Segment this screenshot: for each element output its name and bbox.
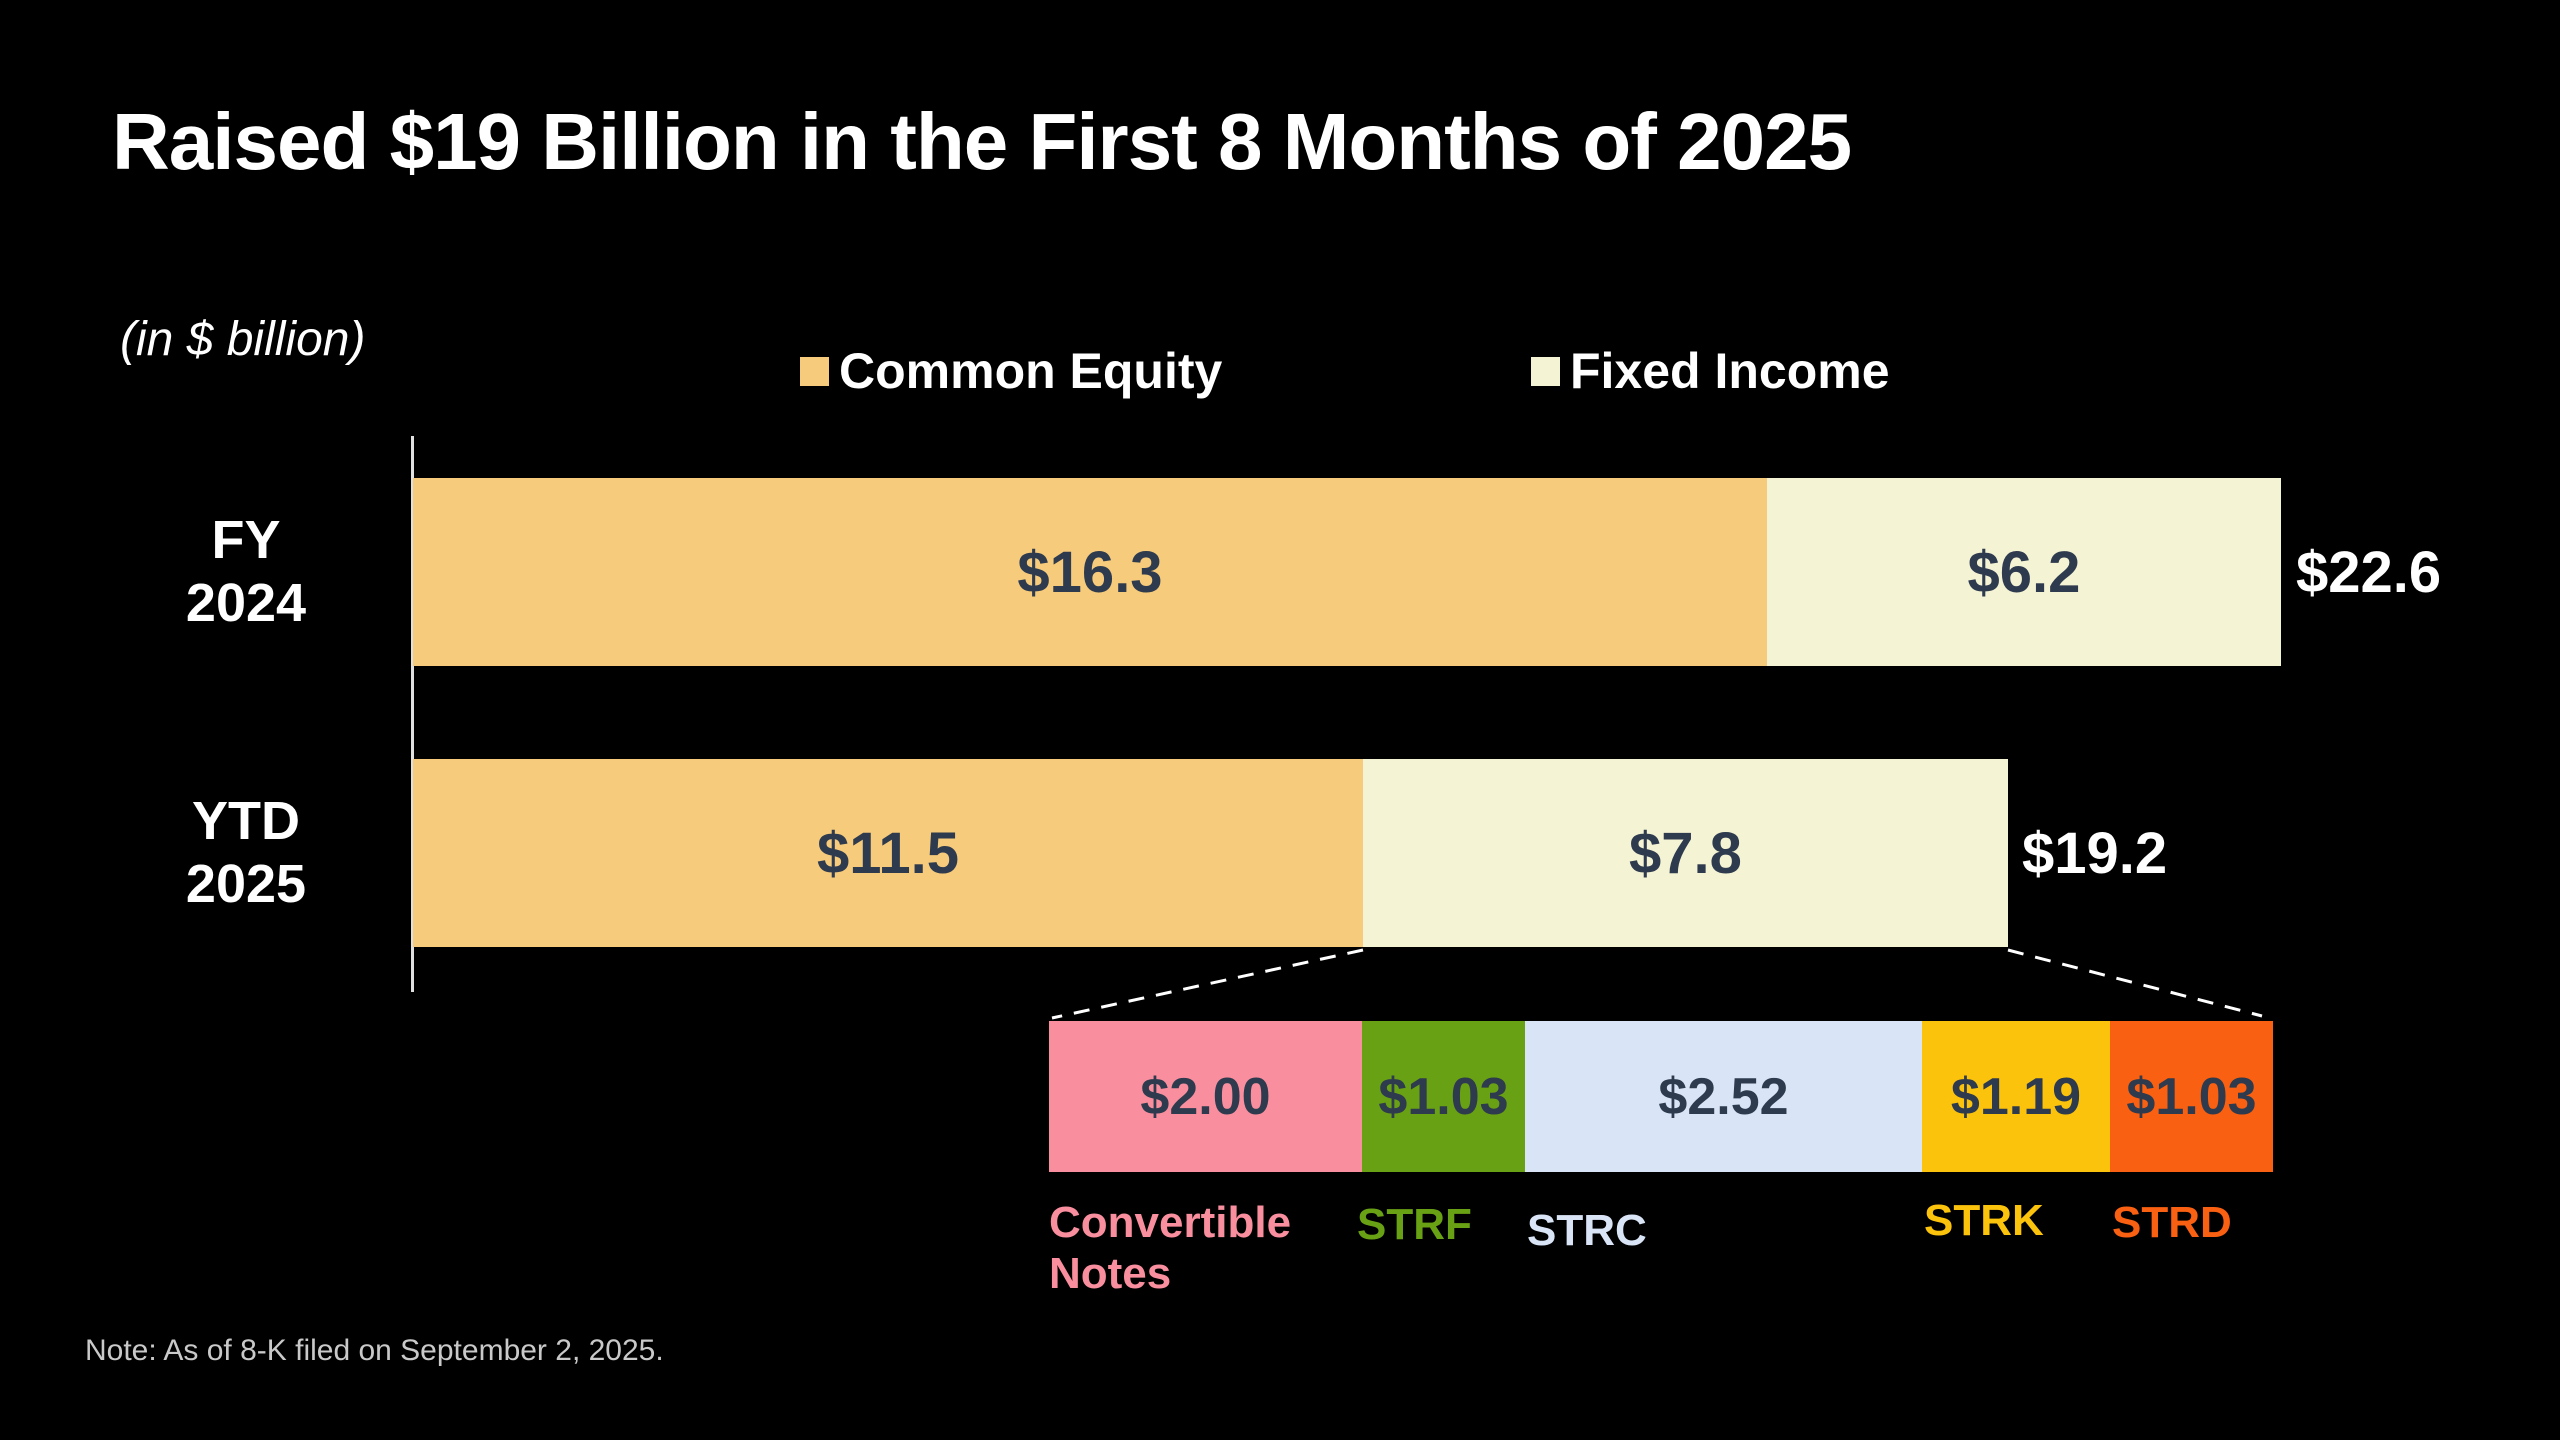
- segment-value: $2.00: [1140, 1067, 1271, 1126]
- legend-item-common-equity: Common Equity: [800, 342, 1222, 400]
- y-axis-line: [411, 436, 414, 992]
- breakdown-label-strk: STRK: [1924, 1196, 2044, 1245]
- connector-right-line: [2007, 948, 2263, 1018]
- bar-row-fy-2024: $16.3 $6.2: [413, 478, 2281, 666]
- breakdown-segment-convertible-notes: $2.00: [1049, 1021, 1362, 1172]
- breakdown-label-strd: STRD: [2112, 1198, 2232, 1247]
- segment-value: $2.52: [1658, 1067, 1789, 1126]
- common-equity-swatch-icon: [800, 356, 829, 386]
- breakdown-segment-strk: $1.19: [1922, 1021, 2110, 1172]
- breakdown-segment-strf: $1.03: [1362, 1021, 1525, 1172]
- segment-value: $7.8: [1629, 820, 1742, 886]
- bar-segment-fixed-income: $7.8: [1363, 759, 2008, 947]
- segment-value: $6.2: [1967, 539, 2081, 605]
- page-title: Raised $19 Billion in the First 8 Months…: [112, 97, 1852, 186]
- category-label-line: 2024: [185, 573, 307, 633]
- total-label-fy-2024: $22.6: [2296, 539, 2442, 605]
- breakdown-label-strc: STRC: [1527, 1206, 1647, 1255]
- footnote: Note: As of 8-K filed on September 2, 20…: [85, 1334, 664, 1367]
- total-label-ytd-2025: $19.2: [2022, 820, 2168, 886]
- category-label-ytd-2025: YTD 2025: [80, 759, 412, 947]
- category-label-line: YTD: [192, 791, 300, 852]
- segment-value: $1.19: [1950, 1067, 2082, 1126]
- legend-label: Fixed Income: [1570, 343, 1890, 399]
- legend-item-fixed-income: Fixed Income: [1531, 342, 1890, 400]
- bar-segment-fixed-income: $6.2: [1767, 478, 2281, 666]
- segment-value: $11.5: [817, 820, 959, 886]
- breakdown-segment-strc: $2.52: [1525, 1021, 1922, 1172]
- bar-segment-common-equity: $11.5: [413, 759, 1363, 947]
- category-label-line: 2025: [185, 854, 307, 914]
- breakdown-bar: $2.00 $1.03 $2.52 $1.19 $1.03: [1049, 1021, 2273, 1172]
- segment-value: $16.3: [1017, 539, 1163, 605]
- bar-segment-common-equity: $16.3: [413, 478, 1767, 666]
- breakdown-segment-strd: $1.03: [2110, 1021, 2273, 1172]
- segment-value: $1.03: [1378, 1067, 1509, 1126]
- category-label-line: FY: [211, 510, 281, 571]
- breakdown-label-strf: STRF: [1357, 1200, 1472, 1249]
- segment-value: $1.03: [2126, 1067, 2257, 1126]
- breakdown-label-convertible-notes: Convertible Notes: [1049, 1198, 1292, 1298]
- bar-row-ytd-2025: $11.5 $7.8: [413, 759, 2008, 947]
- legend-label: Common Equity: [839, 343, 1223, 399]
- fixed-income-swatch-icon: [1531, 356, 1560, 386]
- category-label-fy-2024: FY 2024: [80, 478, 412, 666]
- units-label: (in $ billion): [120, 313, 366, 366]
- connector-left-line: [1051, 948, 1364, 1020]
